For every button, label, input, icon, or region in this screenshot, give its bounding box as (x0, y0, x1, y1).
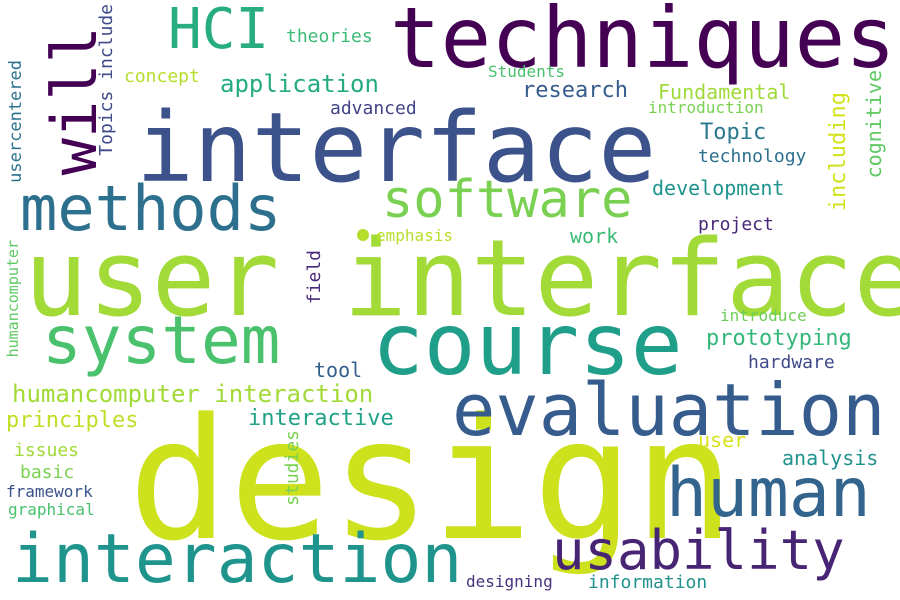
word-hardware: hardware (748, 352, 835, 373)
word-HCI: HCI (168, 0, 270, 62)
word-interaction: interaction (12, 520, 463, 599)
word-issues: issues (14, 440, 80, 461)
word-theories: theories (286, 26, 373, 47)
word-graphical: graphical (8, 500, 95, 519)
word-user-interface: user interface (24, 217, 900, 340)
word-work: work (570, 224, 619, 248)
word-human: human (666, 454, 871, 533)
word-course: course (372, 295, 683, 395)
word-studies: studies (282, 430, 303, 506)
word-introduce: introduce (720, 306, 807, 325)
word-tool: tool (314, 358, 363, 382)
word-user-small: user (698, 428, 747, 452)
word-design: design (128, 382, 735, 578)
word-Students: Students (488, 62, 566, 81)
word-introduction: introduction (648, 98, 764, 117)
word-humancomputer: humancomputer (4, 240, 22, 358)
word-emphasis: emphasis (376, 226, 454, 245)
word-advanced: advanced (330, 98, 417, 119)
word-usability: usability (552, 519, 845, 582)
word-interface: interface (136, 92, 657, 204)
word-interactive: interactive (248, 406, 394, 431)
word-concept: concept (124, 66, 200, 87)
word-application: application (220, 70, 379, 98)
decorative-dot (357, 229, 369, 241)
word-framework: framework (6, 482, 93, 501)
word-topics-include: Topics include (96, 4, 117, 156)
word-research: research (522, 78, 628, 103)
word-software: software (382, 170, 633, 230)
word-analysis: analysis (782, 446, 879, 470)
word-development: development (652, 176, 785, 200)
word-usercentered: usercentered (6, 60, 26, 183)
word-system: system (42, 302, 281, 379)
word-principles: principles (6, 408, 139, 433)
word-prototyping: prototyping (706, 326, 852, 351)
word-humancomputer-interaction: humancomputer interaction (12, 380, 374, 408)
word-Fundamental: Fundamental (658, 80, 791, 104)
word-basic: basic (20, 462, 75, 483)
word-field: field (304, 250, 325, 305)
word-including: including (826, 92, 851, 212)
word-methods: methods (20, 172, 282, 245)
word-designing: designing (466, 572, 553, 591)
word-evaluation: evaluation (452, 368, 886, 452)
word-Topic: Topic (700, 120, 767, 145)
word-information: information (588, 572, 708, 593)
word-project: project (698, 214, 774, 235)
word-technology: technology (698, 146, 807, 167)
word-cognitive: cognitive (862, 70, 886, 179)
word-techniques: techniques (390, 0, 896, 87)
